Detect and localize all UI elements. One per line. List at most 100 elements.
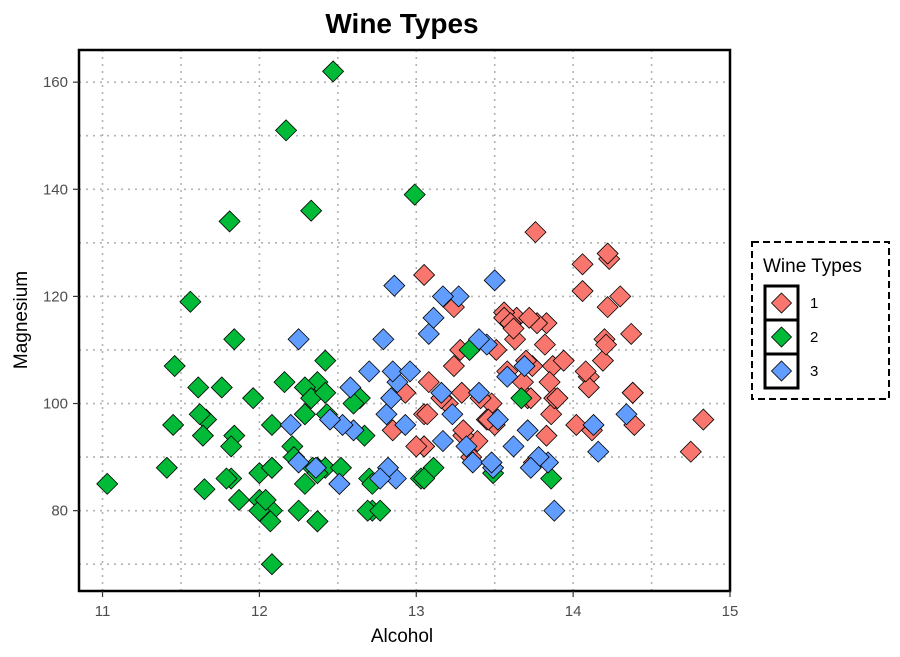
data-point-series-2 bbox=[254, 488, 277, 512]
data-point-series-2 bbox=[188, 403, 211, 426]
data-point-series-2 bbox=[179, 290, 202, 313]
data-point-series-3 bbox=[380, 387, 403, 410]
data-point-series-1 bbox=[595, 333, 618, 356]
data-point-series-1 bbox=[518, 306, 541, 329]
data-point-series-1 bbox=[552, 349, 575, 372]
data-point-series-2 bbox=[293, 403, 316, 426]
data-point-series-1 bbox=[620, 322, 643, 345]
legend-title: Wine Types bbox=[763, 256, 862, 277]
legend: Wine Types 1 2 3 bbox=[751, 241, 890, 400]
x-axis-title: Alcohol bbox=[371, 626, 433, 647]
data-point-series-3 bbox=[516, 419, 539, 442]
data-point-series-2 bbox=[260, 413, 284, 437]
plot-border bbox=[77, 48, 732, 593]
x-tick-label: 13 bbox=[408, 603, 425, 620]
data-point-series-2 bbox=[510, 387, 533, 410]
data-point-series-2 bbox=[260, 456, 284, 479]
data-point-series-1 bbox=[574, 360, 597, 383]
data-point-series-3 bbox=[358, 360, 381, 383]
data-point-series-1 bbox=[596, 296, 619, 319]
y-axis-ticks: 80 100 120 140 160 bbox=[43, 74, 79, 520]
x-tick-label: 14 bbox=[565, 603, 582, 620]
data-point-series-2 bbox=[187, 376, 210, 399]
data-point-series-1 bbox=[450, 381, 473, 404]
data-point-series-2 bbox=[155, 456, 178, 479]
data-point-series-2 bbox=[540, 467, 563, 490]
legend-marker-3 bbox=[770, 360, 793, 382]
data-point-series-2 bbox=[403, 183, 426, 206]
data-point-series-2 bbox=[322, 60, 345, 83]
x-axis-ticks: 11 12 13 14 15 bbox=[95, 591, 739, 620]
data-point-series-1 bbox=[546, 387, 569, 410]
data-point-series-2 bbox=[300, 199, 323, 222]
data-point-series-3 bbox=[615, 403, 638, 426]
data-point-series-1 bbox=[442, 354, 465, 378]
data-point-series-1 bbox=[533, 333, 556, 356]
data-point-series-2 bbox=[287, 499, 310, 522]
data-point-series-1 bbox=[621, 381, 644, 404]
data-point-series-3 bbox=[467, 381, 491, 404]
data-point-series-1 bbox=[565, 413, 588, 437]
data-point-series-3 bbox=[287, 451, 310, 474]
data-point-series-2 bbox=[162, 413, 185, 437]
chart-title: Wine Types bbox=[325, 8, 478, 39]
data-point-series-1 bbox=[524, 221, 547, 244]
data-point-series-2 bbox=[96, 472, 119, 495]
data-point-series-3 bbox=[513, 354, 536, 378]
data-point-series-1 bbox=[692, 408, 715, 431]
data-point-series-2 bbox=[342, 392, 365, 415]
legend-marker-2 bbox=[770, 326, 793, 348]
data-point-series-2 bbox=[314, 381, 337, 404]
data-point-series-3 bbox=[502, 435, 525, 458]
data-point-series-2 bbox=[193, 478, 216, 501]
data-point-series-3 bbox=[422, 306, 445, 329]
data-point-series-1 bbox=[538, 371, 561, 394]
data-point-series-3 bbox=[496, 365, 519, 388]
data-point-series-2 bbox=[259, 510, 282, 533]
y-tick-label: 80 bbox=[51, 503, 68, 520]
data-point-series-3 bbox=[441, 403, 464, 426]
data-point-series-3 bbox=[480, 451, 503, 474]
data-point-series-2 bbox=[215, 467, 238, 490]
data-point-series-2 bbox=[274, 119, 298, 142]
x-tick-label: 15 bbox=[722, 603, 739, 620]
x-tick-label: 12 bbox=[251, 603, 268, 620]
data-point-series-1 bbox=[405, 435, 428, 458]
data-point-series-3 bbox=[383, 274, 406, 297]
data-point-series-2 bbox=[306, 510, 329, 533]
data-point-series-3 bbox=[372, 328, 395, 351]
data-point-series-3 bbox=[318, 408, 342, 431]
data-point-series-2 bbox=[210, 376, 233, 399]
data-point-series-2 bbox=[369, 499, 392, 522]
data-point-series-2 bbox=[220, 435, 243, 458]
data-point-series-3 bbox=[543, 499, 566, 522]
legend-marker-1 bbox=[770, 292, 793, 314]
data-point-series-2 bbox=[163, 354, 186, 378]
data-point-series-3 bbox=[486, 408, 509, 431]
data-point-series-1 bbox=[535, 424, 558, 447]
data-point-series-1 bbox=[609, 285, 632, 308]
data-point-series-3 bbox=[431, 429, 454, 453]
data-point-series-1 bbox=[571, 279, 594, 303]
data-point-series-2 bbox=[223, 328, 246, 351]
data-point-series-3 bbox=[483, 269, 506, 292]
legend-entries: 1 2 3 bbox=[763, 284, 818, 390]
data-point-series-2 bbox=[242, 387, 265, 410]
data-point-series-1 bbox=[416, 403, 439, 426]
data-point-series-3 bbox=[328, 472, 351, 495]
data-point-series-1 bbox=[571, 253, 594, 276]
data-point-series-2 bbox=[273, 371, 296, 394]
y-tick-label: 100 bbox=[43, 396, 68, 413]
data-point-series-3 bbox=[381, 360, 404, 383]
data-point-series-1 bbox=[413, 263, 436, 287]
data-point-series-3 bbox=[587, 440, 610, 463]
data-point-series-3 bbox=[369, 467, 392, 490]
data-points bbox=[96, 60, 715, 576]
data-point-series-3 bbox=[582, 413, 605, 437]
data-point-series-3 bbox=[467, 328, 491, 351]
data-point-series-3 bbox=[287, 328, 310, 351]
data-point-series-1 bbox=[679, 440, 702, 463]
data-point-series-1 bbox=[540, 403, 563, 426]
data-point-series-3 bbox=[447, 285, 470, 308]
